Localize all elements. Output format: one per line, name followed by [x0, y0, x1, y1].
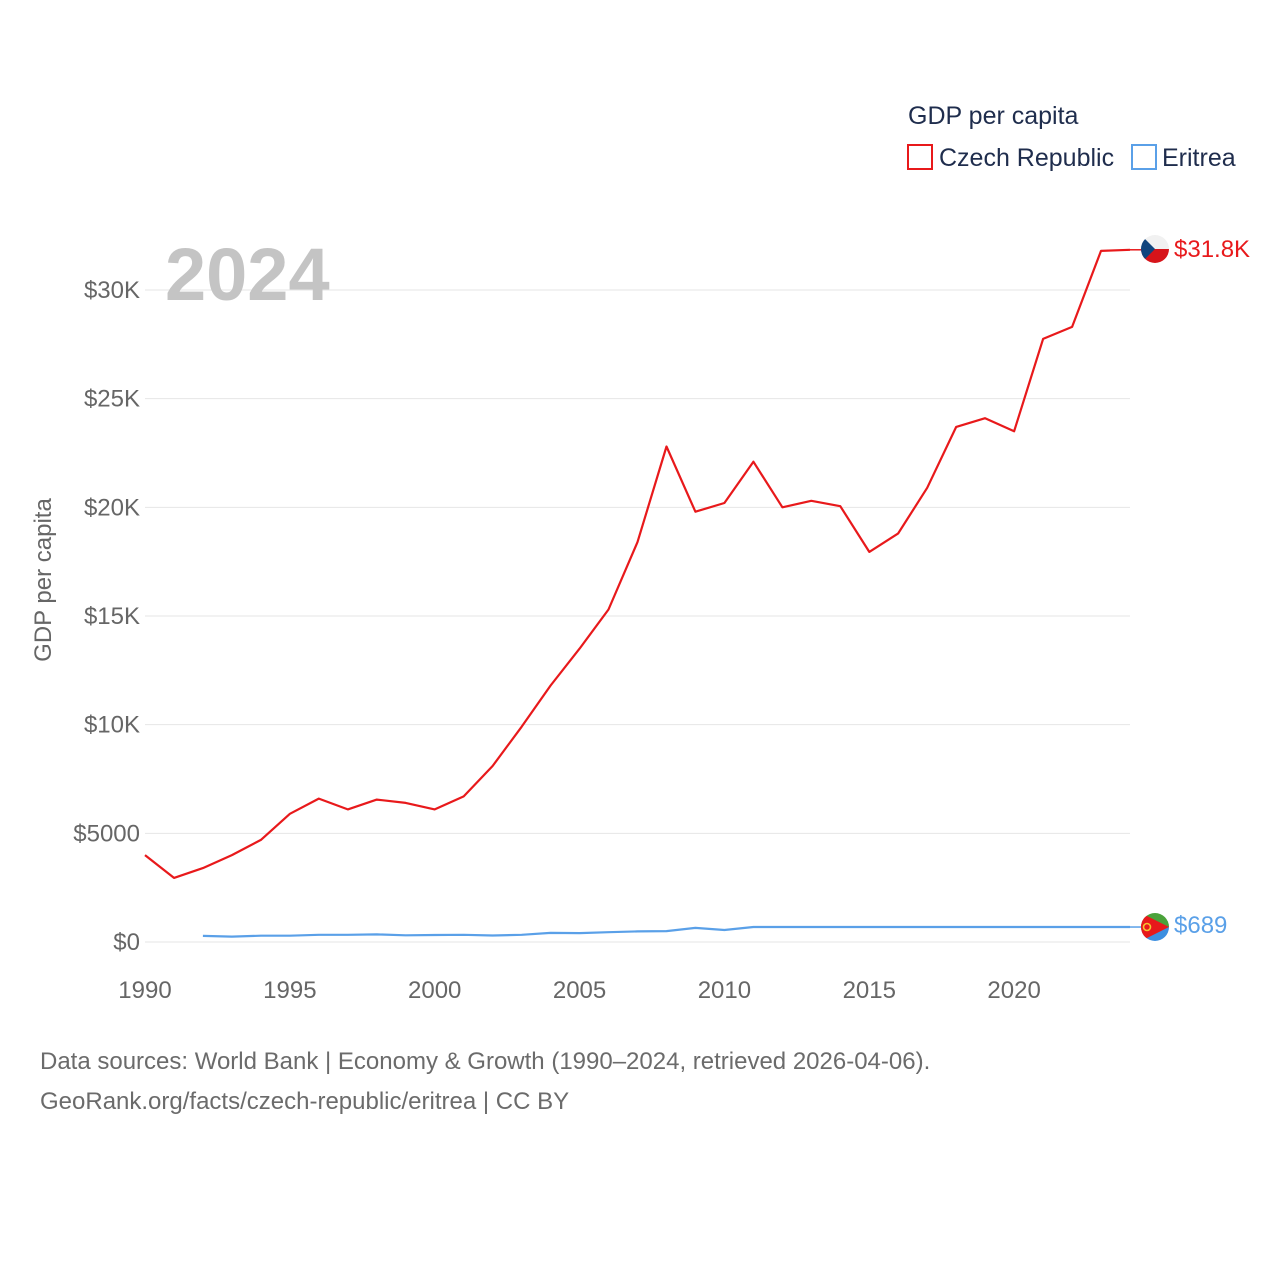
- legend-title: GDP per capita: [908, 102, 1079, 130]
- eritrea-flag-icon: [1141, 913, 1169, 941]
- y-axis-label: GDP per capita: [30, 498, 57, 662]
- y-tick-label: $15K: [84, 603, 140, 630]
- y-tick-label: $20K: [84, 494, 140, 521]
- y-tick-label: $25K: [84, 386, 140, 413]
- y-tick-label: $0: [113, 929, 140, 956]
- legend-label-eritrea: Eritrea: [1162, 144, 1236, 172]
- y-tick-label: $10K: [84, 712, 140, 739]
- legend-label-czech-republic: Czech Republic: [939, 144, 1114, 172]
- x-tick-label: 2015: [843, 977, 896, 1004]
- x-tick-label: 2005: [553, 977, 606, 1004]
- eritrea-end-value-label: $689: [1174, 912, 1227, 939]
- y-axis-ticks: $0 $5000 $10K $15K $20K $25K $30K: [73, 277, 140, 956]
- grid-lines: [145, 289, 1130, 943]
- gdp-line-chart: $0 $5000 $10K $15K $20K $25K $30K 1990 1995 2000…: [30, 102, 1250, 1004]
- series-line-eritrea[interactable]: [202, 925, 1130, 938]
- x-axis-ticks: 1990 1995 2000 2005 2010 2015 2020: [118, 977, 1041, 1004]
- y-tick-label: $5000: [73, 820, 140, 847]
- czech-flag-icon: [1141, 235, 1169, 263]
- czech-end-value-label: $31.8K: [1174, 236, 1250, 263]
- footer: Data sources: World Bank | Economy & Gro…: [40, 1042, 930, 1122]
- y-tick-label: $30K: [84, 277, 140, 304]
- x-tick-label: 1995: [263, 977, 316, 1004]
- x-tick-label: 2020: [987, 977, 1040, 1004]
- legend[interactable]: GDP per capita Czech Republic Eritrea: [907, 102, 1236, 172]
- x-tick-label: 2010: [698, 977, 751, 1004]
- legend-item-eritrea[interactable]: Eritrea: [1131, 144, 1236, 172]
- x-tick-label: 1990: [118, 977, 171, 1004]
- legend-swatch-czech-republic: [907, 144, 933, 170]
- legend-swatch-eritrea: [1131, 144, 1157, 170]
- series-line-czech-republic[interactable]: [144, 248, 1131, 880]
- data-source-note: Data sources: World Bank | Economy & Gro…: [40, 1048, 931, 1075]
- x-tick-label: 2000: [408, 977, 461, 1004]
- source-link[interactable]: GeoRank.org/facts/czech-republic/eritrea…: [40, 1088, 570, 1115]
- year-watermark: 2024: [165, 233, 330, 316]
- series-lines: [144, 248, 1141, 938]
- legend-item-czech-republic[interactable]: Czech Republic: [907, 144, 1114, 172]
